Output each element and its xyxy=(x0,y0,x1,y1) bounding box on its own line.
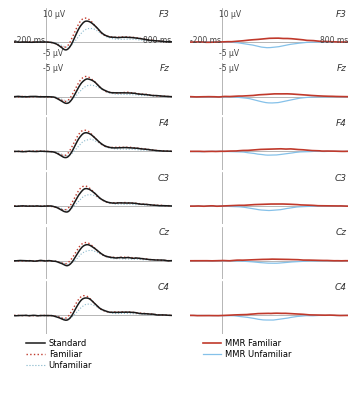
Text: -5 μV: -5 μV xyxy=(219,64,239,73)
Text: -5 μV: -5 μV xyxy=(43,64,63,73)
Text: 800 ms: 800 ms xyxy=(143,36,171,45)
Legend: MMR Familiar, MMR Unfamiliar: MMR Familiar, MMR Unfamiliar xyxy=(203,339,291,359)
Text: C3: C3 xyxy=(158,174,170,183)
Text: 10 μV: 10 μV xyxy=(43,10,65,18)
Text: Fz: Fz xyxy=(160,64,170,73)
Text: F3: F3 xyxy=(159,10,170,18)
Text: F4: F4 xyxy=(159,119,170,128)
Text: 800 ms: 800 ms xyxy=(320,36,348,45)
Text: C3: C3 xyxy=(334,174,346,183)
Text: 10 μV: 10 μV xyxy=(219,10,241,18)
Text: -200 ms: -200 ms xyxy=(14,36,45,45)
Text: Cz: Cz xyxy=(159,228,170,237)
Text: C4: C4 xyxy=(334,283,346,292)
Text: Cz: Cz xyxy=(335,228,346,237)
Text: F4: F4 xyxy=(335,119,346,128)
Text: -200 ms: -200 ms xyxy=(191,36,222,45)
Text: C4: C4 xyxy=(158,283,170,292)
Text: F3: F3 xyxy=(335,10,346,18)
Legend: Standard, Familiar, Unfamiliar: Standard, Familiar, Unfamiliar xyxy=(26,339,92,370)
Text: Fz: Fz xyxy=(337,64,346,73)
Text: -5 μV: -5 μV xyxy=(43,49,63,58)
Text: -5 μV: -5 μV xyxy=(219,49,239,58)
